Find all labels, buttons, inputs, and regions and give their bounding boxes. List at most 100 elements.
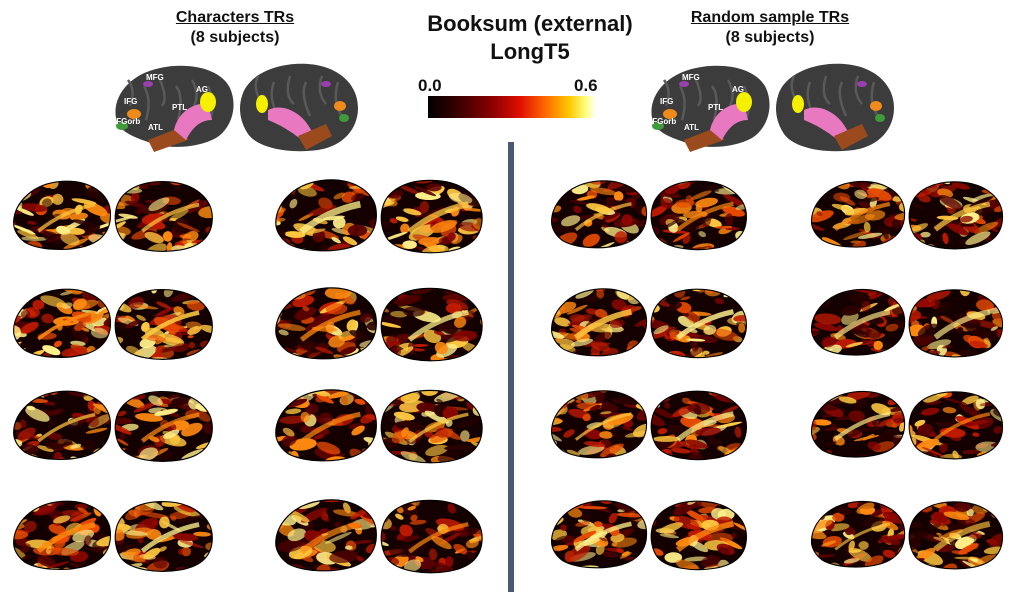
activation-blob (69, 212, 89, 221)
activation-blob (116, 438, 129, 446)
activation-blob (885, 323, 899, 332)
activation-blob (349, 330, 368, 340)
activation-blob (198, 205, 213, 219)
hemisphere-outline (13, 390, 112, 461)
activation-blob (633, 205, 647, 218)
activation-blob (916, 438, 940, 451)
activation-blob (86, 186, 98, 198)
activation-blob (853, 435, 880, 442)
activation-blob (381, 240, 386, 249)
activation-blob (181, 422, 203, 437)
sulcus-line (126, 79, 134, 107)
activation-blob (281, 434, 297, 447)
activation-blob (200, 324, 213, 334)
activation-blob (998, 397, 1003, 404)
activation-blob (909, 562, 917, 569)
activation-blob (703, 324, 717, 335)
sulcus-line (318, 75, 327, 105)
colorbar-max-label: 0.6 (574, 76, 598, 95)
activation-blob (933, 536, 944, 541)
activation-blob (119, 433, 126, 440)
activation-blob (474, 563, 483, 573)
activation-blob (316, 394, 334, 404)
activation-blob (695, 427, 721, 436)
hemisphere-outline (650, 288, 747, 359)
activation-blob (13, 290, 19, 300)
activation-blob (275, 561, 286, 569)
activation-blob (637, 558, 646, 567)
activation-blob (13, 325, 21, 334)
activation-blob (308, 563, 322, 571)
roi-label-ptl: PTL (172, 103, 187, 112)
activation-blob (47, 408, 64, 416)
hemisphere-outline (908, 391, 1004, 460)
activation-blob (148, 395, 163, 406)
activation-blob (854, 189, 867, 199)
roi-regions-left: MFG IFG IFGorb ATL PTL AG (114, 73, 216, 152)
activation-blob (141, 321, 150, 332)
roi-label-ifgorb: IFGorb (650, 117, 676, 126)
activation-blob (121, 391, 134, 395)
activation-blob (666, 285, 684, 290)
activation-blob (883, 303, 901, 312)
activation-streak (574, 201, 632, 232)
activation-streak (299, 521, 361, 555)
activation-blob (857, 232, 883, 239)
activation-blob (399, 524, 413, 537)
activation-blob (383, 231, 408, 241)
activation-blob (893, 557, 905, 562)
activation-blob (23, 520, 37, 533)
activation-blob (136, 314, 146, 321)
roi-mfg-patch (143, 81, 153, 87)
activation-blob (595, 392, 605, 402)
sulcus-line (822, 75, 831, 105)
activation-blob (191, 501, 213, 507)
activation-blob (434, 341, 448, 355)
hemisphere-left (811, 384, 905, 458)
activation-blob (115, 397, 121, 410)
activation-blob (173, 533, 199, 542)
activation-blob (837, 506, 850, 516)
activation-blob (651, 181, 661, 187)
activation-blob (13, 245, 17, 250)
activation-blob (730, 501, 747, 502)
activation-blob (551, 454, 560, 458)
activation-blob (651, 353, 667, 358)
activation-blob (814, 313, 842, 325)
activation-blob (698, 231, 707, 238)
brain-map-pair (551, 285, 747, 362)
activation-blob (811, 290, 818, 295)
activation-blob (862, 515, 885, 528)
activation-blob (115, 391, 133, 394)
activation-blob (669, 331, 677, 340)
activation-blob (938, 173, 946, 181)
hemisphere-outline (908, 181, 1004, 250)
activation-blob (629, 288, 637, 290)
hemisphere-outline (114, 391, 213, 462)
activation-blob (584, 441, 606, 448)
activation-blob (835, 416, 851, 421)
activation-blob (684, 556, 708, 562)
activation-blob (645, 187, 647, 195)
activation-blob (721, 404, 741, 414)
activation-blob (651, 398, 654, 405)
activation-blob (687, 501, 697, 505)
activation-blob (867, 338, 874, 348)
activation-blob (666, 302, 683, 311)
activation-blob (87, 245, 111, 250)
activation-blob (383, 358, 401, 361)
activation-blob (679, 441, 700, 450)
roi-label-mfg: MFG (146, 73, 164, 82)
activation-blob (974, 289, 997, 291)
activation-blob (430, 428, 454, 444)
activation-blob (739, 557, 747, 564)
activation-blob (651, 181, 670, 185)
activation-blob (402, 240, 417, 250)
activation-blob (115, 289, 129, 292)
activation-blob (13, 341, 22, 353)
activation-blob (824, 384, 847, 391)
activation-blob (571, 357, 579, 362)
activation-blob (889, 454, 905, 458)
activation-blob (567, 508, 583, 518)
activation-blob (690, 339, 699, 352)
